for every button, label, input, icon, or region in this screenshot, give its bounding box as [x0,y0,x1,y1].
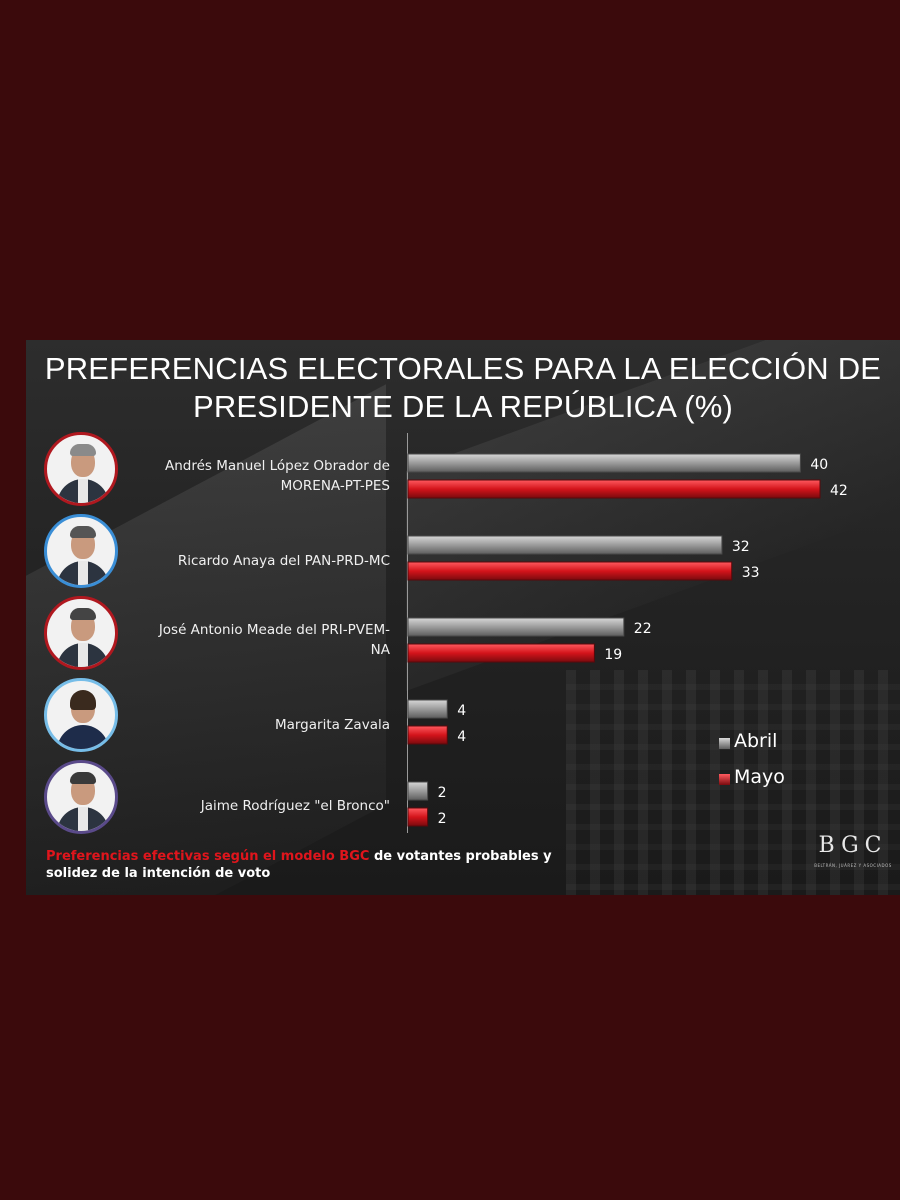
candidate-label: Jaime Rodríguez "el Bronco" [90,796,390,816]
candidate-photo-zavala [44,678,118,752]
bar-abril-3 [407,699,448,719]
candidate-label: Andrés Manuel López Obrador de MORENA-PT… [90,456,390,496]
data-label-abril-1: 32 [732,539,750,555]
bar-mayo-2 [407,643,595,663]
footnote: Preferencias efectivas según el modelo B… [46,848,686,882]
legend-label-abril: Abril [734,730,778,752]
logo-text: BGC [818,833,888,858]
footnote-highlight: Preferencias efectivas según el modelo B… [46,849,370,864]
bar-mayo-1 [407,561,733,581]
bar-mayo-4 [407,807,429,827]
data-label-abril-2: 22 [634,621,652,637]
legend-swatch-abril [719,738,730,749]
footnote-text: de votantes probables y [369,849,552,864]
candidate-photo-anaya [44,514,118,588]
bar-abril-2 [407,617,625,637]
data-label-mayo-2: 19 [604,647,622,663]
legend-swatch-mayo [719,774,730,785]
bar-mayo-3 [407,725,448,745]
candidate-label: Margarita Zavala [90,715,390,735]
chart-title-line-2: PRESIDENTE DE LA REPÚBLICA (%) [192,389,734,424]
candidate-label-line-1: José Antonio Meade del PRI-PVEM- [158,622,390,638]
candidate-label-line-1: Jaime Rodríguez "el Bronco" [200,798,390,814]
data-label-mayo-1: 33 [742,565,760,581]
candidate-photo-amlo [44,432,118,506]
data-label-abril-0: 40 [810,457,828,473]
candidate-label: José Antonio Meade del PRI-PVEM- NA [90,620,390,660]
candidate-label-line-1: Andrés Manuel López Obrador de [165,458,390,474]
chart-title: PREFERENCIAS ELECTORALES PARA LA ELECCIÓ… [26,350,900,426]
bgc-logo: BGC BELTRÁN, JUÁREZ Y ASOCIADOS [810,833,896,873]
legend-label-mayo: Mayo [734,766,785,788]
data-label-mayo-0: 42 [830,483,848,499]
candidate-label-line-1: Ricardo Anaya del PAN-PRD-MC [177,553,390,569]
data-label-abril-3: 4 [457,703,466,719]
candidate-label-line-1: Margarita Zavala [274,717,390,733]
chart-title-line-1: PREFERENCIAS ELECTORALES PARA LA ELECCIÓ… [44,351,882,386]
candidate-label-line-2: NA [370,642,390,658]
footnote-line-2: solidez de la intención de voto [46,866,271,881]
bar-abril-0 [407,453,801,473]
candidate-photo-rodriguez [44,760,118,834]
data-label-mayo-4: 2 [438,811,447,827]
candidate-label-line-2: MORENA-PT-PES [280,478,390,494]
candidate-photo-meade [44,596,118,670]
chart-slide: PREFERENCIAS ELECTORALES PARA LA ELECCIÓ… [26,340,900,895]
bar-abril-1 [407,535,723,555]
bar-mayo-0 [407,479,821,499]
data-label-abril-4: 2 [438,785,447,801]
data-label-mayo-3: 4 [457,729,466,745]
candidate-label: Ricardo Anaya del PAN-PRD-MC [90,551,390,571]
bar-abril-4 [407,781,429,801]
logo-subtitle: BELTRÁN, JUÁREZ Y ASOCIADOS [814,863,892,868]
